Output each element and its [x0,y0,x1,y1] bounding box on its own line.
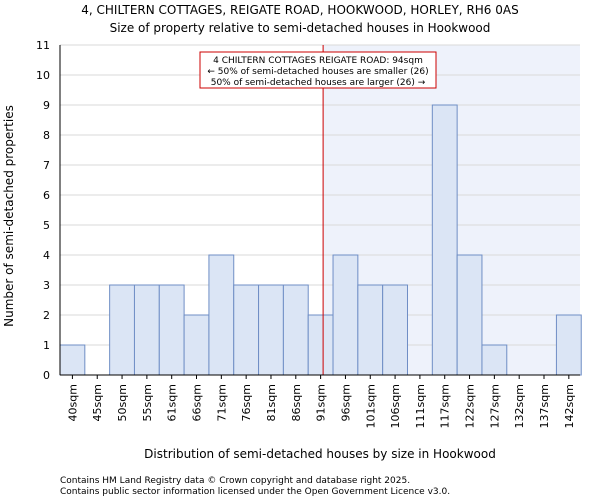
x-tick-label: 117sqm [439,384,452,428]
bar-101sqm [357,284,384,376]
x-axis-label: Distribution of semi-detached houses by … [144,447,496,461]
bar-55sqm [133,284,160,376]
y-axis-label: Number of semi-detached properties [2,105,16,327]
x-tick-label: 137sqm [538,384,551,428]
y-tick-label: 0 [43,369,50,382]
footer-line-1: Contains HM Land Registry data © Crown c… [60,476,410,486]
y-tick-label: 3 [43,279,50,292]
x-tick-label: 55sqm [141,384,154,421]
x-tick-label: 122sqm [464,384,477,428]
bar-71sqm [208,254,235,376]
annotation-line-2: ← 50% of semi-detached houses are smalle… [207,67,428,77]
y-tick-label: 2 [43,309,50,322]
footer-line-2: Contains public sector information licen… [60,487,450,497]
x-tick-label: 86sqm [290,384,303,421]
x-tick-label: 111sqm [414,384,427,428]
annotation-frame [199,51,437,89]
bar-50sqm [109,284,135,376]
x-tick-label: 106sqm [389,384,402,428]
chart-subtitle: Size of property relative to semi-detach… [110,21,491,35]
y-tick-label: 1 [43,339,50,352]
y-tick-label: 10 [36,69,50,82]
x-tick-label: 127sqm [488,384,501,428]
x-tick-label: 76sqm [240,384,253,421]
y-tick-label: 9 [43,99,50,112]
annotation-line-1: 4 CHILTERN COTTAGES REIGATE ROAD: 94sqm [213,56,423,66]
bars [59,104,582,376]
annotation-box: 4 CHILTERN COTTAGES REIGATE ROAD: 94sqm … [199,51,437,89]
bar-66sqm [183,314,210,376]
x-tick-label: 71sqm [215,384,228,421]
x-tick-label: 61sqm [166,384,179,421]
bar-76sqm [233,284,260,376]
chart-title: 4, CHILTERN COTTAGES, REIGATE ROAD, HOOK… [81,3,518,17]
y-tick-label: 6 [43,189,50,202]
x-tick-label: 40sqm [66,384,79,421]
x-tick-label: 50sqm [116,384,129,421]
bar-91sqm [307,314,334,376]
bar-96sqm [332,254,359,376]
x-tick-label: 142sqm [563,384,576,428]
bar-86sqm [282,284,309,376]
bar-142sqm [555,314,582,376]
x-tick-label: 96sqm [339,384,352,421]
x-tick-label: 81sqm [265,384,278,421]
y-tick-label: 8 [43,129,50,142]
y-ticks: 0 1 2 3 4 5 6 7 8 9 10 11 [36,39,50,382]
bar-61sqm [158,284,185,376]
y-tick-label: 4 [43,249,50,262]
annotation-line-3: 50% of semi-detached houses are larger (… [211,78,426,88]
bar-122sqm [456,254,483,376]
y-tick-label: 5 [43,219,50,232]
bar-117sqm [431,104,458,376]
bar-81sqm [258,284,284,376]
x-tick-label: 45sqm [91,384,104,421]
y-tick-label: 11 [36,39,50,52]
x-tick-label: 91sqm [315,384,328,421]
bar-127sqm [481,344,508,376]
x-ticks: 40sqm 45sqm 50sqm 55sqm 61sqm 66sqm 71sqm 76sqm… [66,375,576,428]
x-tick-label: 132sqm [513,384,526,428]
bar-40sqm [59,344,86,376]
x-tick-label: 66sqm [191,384,204,421]
bar-106sqm [382,284,408,376]
y-tick-label: 7 [43,159,50,172]
x-tick-label: 101sqm [364,384,377,428]
